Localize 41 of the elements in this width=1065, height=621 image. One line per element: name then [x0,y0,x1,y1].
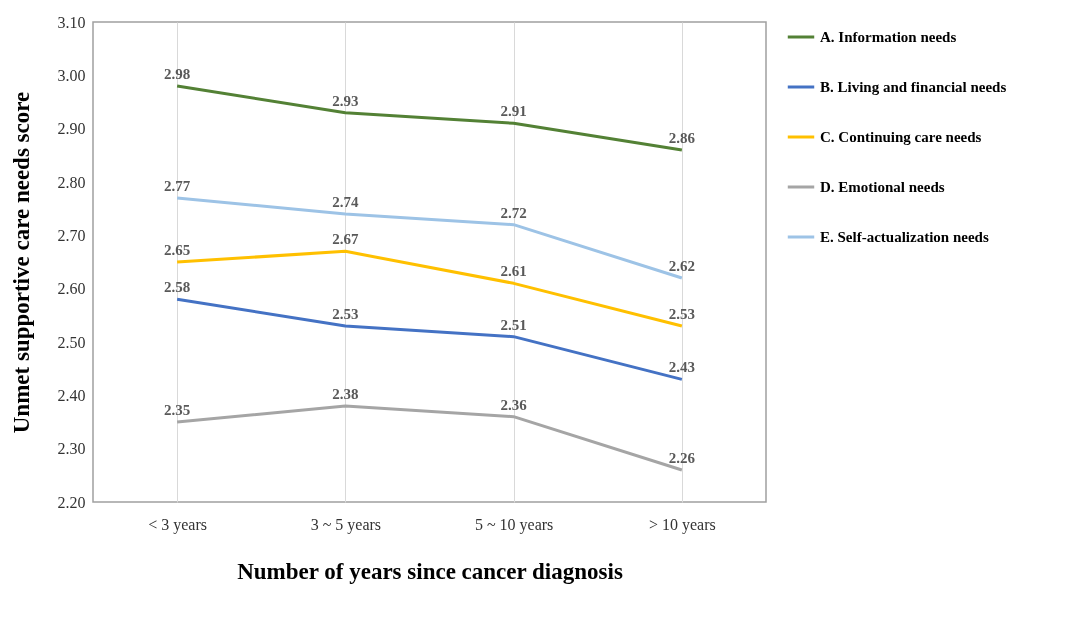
y-tick-label: 2.70 [57,226,86,244]
data-label: 2.51 [500,316,527,333]
y-tick-label: 2.30 [57,440,86,458]
y-tick-label: 3.00 [57,66,86,84]
data-label: 2.93 [332,92,359,109]
y-axis-title: Unmet supportive care needs score [8,91,34,434]
y-tick-label: 2.40 [57,386,86,404]
data-label: 2.26 [668,450,696,466]
legend-label: B. Living and financial needs [820,79,1007,95]
data-label: 2.62 [668,258,695,274]
data-label: 2.67 [332,231,359,248]
legend-label: A. Information needs [820,29,957,45]
legend-label: C. Continuing care needs [820,129,982,145]
legend-label: E. Self-actualization needs [820,229,989,245]
y-tick-label: 2.90 [57,120,86,138]
data-label: 2.43 [668,359,695,376]
y-tick-label: 3.10 [57,13,86,31]
x-tick-label: 5 ~ 10 years [474,515,554,534]
x-axis-title: Number of years since cancer diagnosis [237,558,623,584]
data-label: 2.53 [332,306,359,322]
data-label: 2.98 [164,66,191,82]
y-tick-label: 2.60 [57,280,86,298]
y-tick-label: 2.50 [57,333,86,351]
data-label: 2.74 [332,194,359,210]
data-label: 2.65 [164,242,191,258]
x-tick-label: > 10 years [648,515,716,534]
y-tick-label: 2.80 [57,173,86,191]
data-label: 2.91 [500,103,527,120]
data-label: 2.53 [668,306,695,322]
data-label: 2.77 [164,178,191,194]
data-label: 2.72 [500,204,527,221]
data-label: 2.86 [668,130,696,146]
legend-label: D. Emotional needs [820,179,945,195]
x-tick-label: < 3 years [148,515,208,534]
x-tick-label: 3 ~ 5 years [310,515,382,534]
data-label: 2.36 [500,396,528,413]
data-label: 2.35 [164,402,191,418]
data-label: 2.38 [332,386,359,402]
data-label: 2.58 [164,279,191,296]
data-label: 2.61 [500,263,527,280]
y-tick-label: 2.20 [57,493,86,511]
